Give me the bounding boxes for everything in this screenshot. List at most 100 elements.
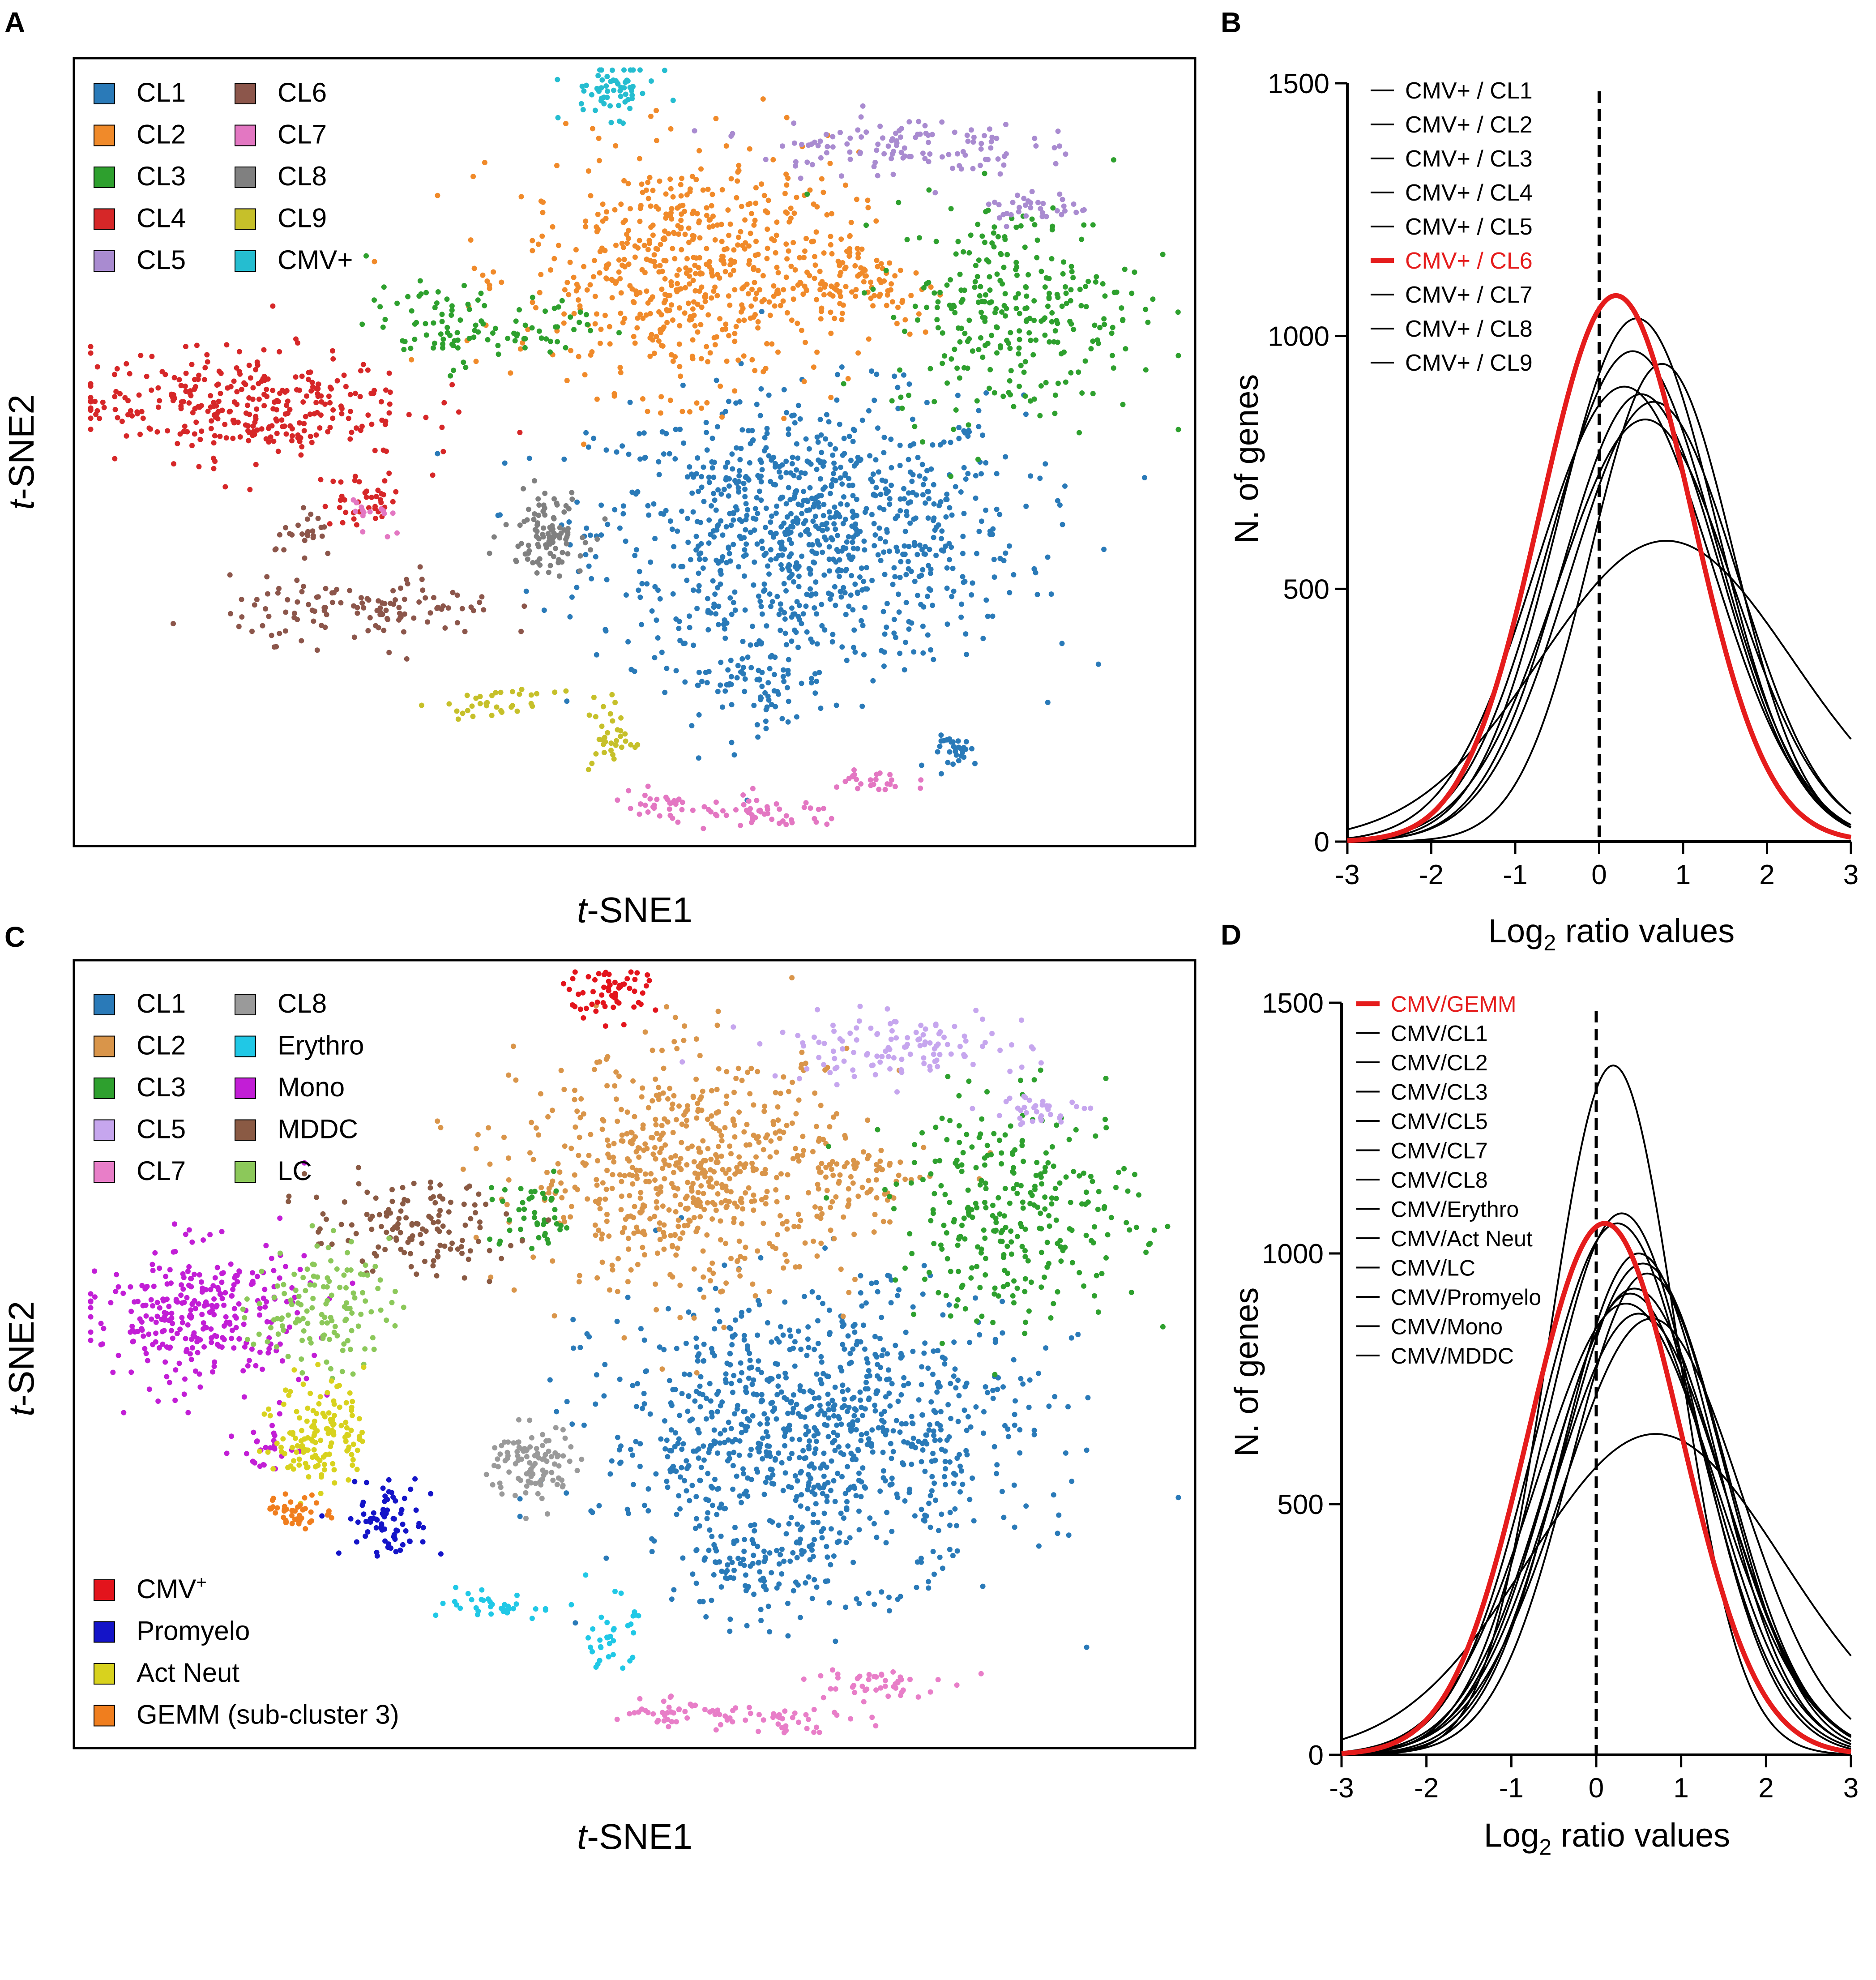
panel-a-point-cl4	[261, 403, 267, 409]
panel-c-point-c_cl2	[530, 1254, 536, 1260]
panel-c-point-c_cl2	[622, 1173, 628, 1179]
panel-c-point-c_cl2	[654, 1307, 659, 1313]
panel-a-point-cl7	[638, 801, 643, 807]
panel-a-point-cl2	[623, 218, 628, 223]
panel-c-point-cl1	[697, 1477, 703, 1483]
panel-a-point-cl3	[1094, 274, 1099, 280]
panel-c-point-cl1	[1001, 1514, 1007, 1520]
panel-a-point-cl2	[576, 297, 581, 303]
panel-a-point-cl3	[980, 355, 986, 360]
panel-a-point-cl1	[794, 714, 799, 720]
panel-c-point-c_cl2	[625, 1279, 631, 1285]
panel-b-x-tick-label: 3	[1843, 860, 1859, 890]
panel-a-point-cl4	[449, 382, 455, 388]
panel-a-point-cl2	[788, 263, 794, 269]
panel-a-point-cl5	[927, 151, 933, 157]
panel-c-point-c_cl2	[834, 1111, 840, 1116]
panel-c-point-c_cl2	[693, 1036, 699, 1042]
panel-a-point-cl1	[827, 491, 833, 496]
panel-a-point-cl1	[745, 507, 751, 513]
panel-c-point-cl1	[1036, 1370, 1042, 1376]
panel-c-point-cl1	[765, 1320, 770, 1326]
panel-a-point-cl2	[607, 324, 612, 329]
panel-a-point-cl4	[303, 414, 308, 419]
panel-a-point-cl2	[662, 297, 668, 303]
panel-a-point-cl2	[809, 239, 815, 244]
panel-a-point-cl3	[440, 336, 446, 342]
panel-a-point-cl2	[473, 359, 479, 364]
panel-a-point-cl4	[93, 411, 99, 417]
panel-c-point-cl1	[740, 1557, 746, 1562]
panel-a-point-cl4	[212, 433, 218, 439]
panel-a-point-cl4	[254, 427, 260, 433]
panel-c-point-c_cl2	[676, 1103, 682, 1109]
panel-c-point-c_cl2	[715, 1191, 721, 1197]
panel-a-point-cl2	[722, 269, 728, 274]
panel-c-point-c_cl2	[709, 1088, 714, 1094]
panel-a-point-cl8	[569, 496, 575, 502]
panel-c-point-c_cl2	[708, 1156, 714, 1162]
panel-a-point-cl1	[941, 439, 947, 445]
panel-a-point-cl5	[908, 154, 914, 159]
panel-a-point-cl5	[926, 140, 931, 145]
panel-c-point-c_cl2	[675, 1245, 680, 1251]
panel-c-point-cl1	[794, 1494, 800, 1500]
panel-a-point-cl1	[748, 530, 753, 535]
panel-a-point-cl7	[657, 813, 662, 819]
panel-a-point-cl2	[372, 259, 377, 265]
panel-a-point-cl7	[889, 777, 894, 783]
panel-c-point-cl1	[826, 1307, 832, 1313]
panel-a-point-cl1	[815, 439, 821, 445]
panel-a-point-cl1	[829, 639, 835, 645]
panel-a-point-cl1	[924, 468, 930, 474]
panel-a-point-cl1	[742, 689, 748, 694]
panel-a-point-cl1	[762, 587, 768, 593]
panel-a-point-cl5	[957, 163, 962, 169]
panel-c-point-cl1	[846, 1404, 852, 1410]
panel-c-point-c_cl2	[671, 1039, 677, 1044]
panel-c-point-c_cl2	[670, 1130, 676, 1135]
panel-a-point-cl2	[822, 284, 828, 290]
panel-a-point-cl1	[773, 556, 779, 562]
panel-a-point-cl1	[827, 568, 832, 574]
panel-a-point-cl1	[656, 459, 662, 465]
panel-a-point-cl3	[994, 324, 999, 330]
panel-c-point-c_cl2	[604, 1137, 610, 1143]
panel-a-point-cl9	[622, 731, 628, 737]
panel-a-point-cl1	[809, 639, 815, 645]
panel-a-point-cl4	[154, 429, 160, 435]
panel-a-point-cl2	[645, 247, 651, 252]
panel-b-legend-item-cmv-cl9: CMV+ / CL9	[1371, 350, 1533, 376]
panel-a-point-cl2	[471, 265, 477, 271]
panel-a-point-cl1	[888, 436, 894, 442]
panel-a-point-cl5	[996, 215, 1002, 221]
panel-a-point-cl5	[847, 156, 853, 162]
panel-c-point-cl1	[812, 1537, 817, 1543]
panel-a-point-cl7	[354, 500, 359, 505]
panel-a-point-cl1	[994, 471, 1000, 477]
panel-a-point-cl6	[347, 588, 353, 594]
panel-c-point-cl1	[808, 1404, 814, 1409]
panel-a-point-cl2	[654, 334, 659, 339]
panel-a-point-cl1	[764, 431, 770, 436]
panel-c-point-cl1	[866, 1395, 872, 1401]
panel-a-point-cl1	[642, 454, 648, 460]
panel-c-point-cl1	[774, 1361, 780, 1367]
panel-c-point-cl1	[517, 1514, 523, 1519]
panel-c-point-cl1	[842, 1346, 847, 1352]
panel-a-point-cl1	[818, 432, 824, 438]
panel-a-point-cl5	[838, 130, 843, 135]
panel-c-point-cl1	[929, 1474, 935, 1480]
panel-a-point-cl4	[219, 407, 225, 413]
panel-c-point-c_cl2	[739, 1078, 745, 1083]
panel-a-point-cl1	[931, 482, 936, 488]
panel-a-point-cl1	[694, 606, 700, 612]
panel-c-point-c_cl2	[630, 1078, 636, 1084]
panel-a-point-cl2	[887, 260, 893, 266]
panel-a-point-cl9	[552, 689, 558, 695]
panel-a-point-cl1	[769, 701, 774, 707]
panel-c-point-cl1	[711, 1542, 717, 1548]
panel-c-point-cl1	[809, 1595, 815, 1601]
panel-a-point-cl4	[456, 409, 462, 415]
panel-c-point-c_cl2	[588, 1132, 594, 1138]
